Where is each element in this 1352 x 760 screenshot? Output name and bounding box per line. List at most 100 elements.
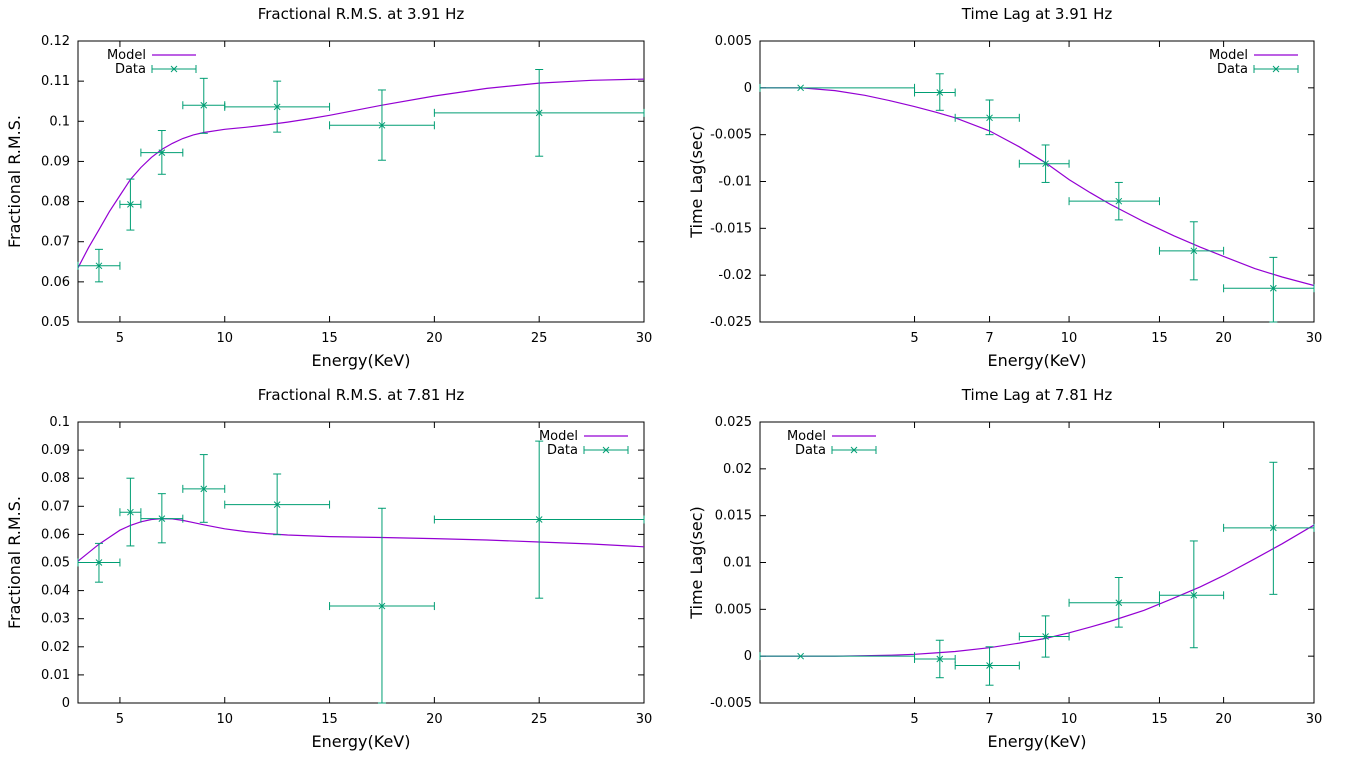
y-tick-label: 0.07 — [41, 235, 70, 250]
data-point — [759, 652, 916, 661]
y-tick-label: 0.11 — [41, 74, 70, 89]
data-point — [77, 248, 121, 283]
data-marker — [1042, 160, 1049, 168]
x-tick-label: 25 — [531, 712, 548, 727]
data-marker — [1042, 633, 1049, 640]
y-tick-label: 0.08 — [41, 195, 70, 210]
data-marker — [127, 201, 134, 208]
data-point — [1018, 144, 1070, 183]
data-marker — [200, 485, 208, 493]
data-marker — [797, 84, 805, 92]
y-tick-label: 0.06 — [41, 275, 70, 290]
data-marker — [535, 109, 543, 117]
data-point — [1068, 181, 1160, 221]
y-axis-label: Fractional R.M.S. — [5, 115, 24, 248]
data-marker — [1190, 247, 1198, 255]
legend-sample-data — [831, 446, 877, 454]
data-point — [954, 646, 1020, 686]
data-point — [433, 69, 645, 157]
data-point — [140, 130, 184, 175]
legend-label-data: Data — [547, 443, 578, 458]
x-tick-label: 30 — [1306, 331, 1323, 346]
chart-title: Fractional R.M.S. at 7.81 Hz — [258, 386, 465, 404]
y-tick-label: -0.01 — [718, 175, 752, 190]
y-tick-label: 0.07 — [41, 499, 70, 514]
model-curve — [78, 78, 644, 269]
y-tick-label: 0 — [744, 81, 752, 96]
chart-panel-2: 5 7 10 15 20 30 -0.025 -0.02 -0.015 -0.01 -0.005 0 0… — [687, 5, 1322, 370]
y-tick-label: 0.09 — [41, 443, 70, 458]
y-tick-label: 0.12 — [41, 34, 70, 49]
x-axis-label: Energy(KeV) — [312, 732, 411, 751]
x-tick-label: 20 — [426, 331, 443, 346]
y-tick-label: 0.08 — [41, 471, 70, 486]
data-marker — [797, 652, 805, 660]
legend-sample-data — [1253, 65, 1299, 73]
x-tick-label: 20 — [426, 712, 443, 727]
legend-label-model: Model — [787, 429, 826, 444]
x-tick-label: 20 — [1215, 331, 1232, 346]
data-point — [914, 639, 956, 679]
data-point — [224, 473, 331, 536]
data-marker — [1269, 284, 1277, 292]
x-tick-label: 25 — [531, 331, 548, 346]
data-marker — [127, 508, 134, 516]
legend-sample-data — [151, 65, 197, 73]
y-tick-label: 0.01 — [723, 556, 752, 571]
data-point — [140, 493, 184, 544]
legend-label-model: Model — [539, 429, 578, 444]
data-point — [1223, 461, 1315, 595]
x-tick-label: 10 — [1061, 331, 1078, 346]
x-tick-label: 5 — [910, 331, 918, 346]
data-point — [954, 99, 1020, 136]
x-tick-label: 5 — [116, 712, 124, 727]
x-tick-label: 7 — [985, 331, 993, 346]
model-curve — [78, 518, 644, 562]
data-marker — [200, 101, 208, 109]
y-axis-label: Fractional R.M.S. — [5, 496, 24, 629]
data-marker — [1269, 524, 1277, 532]
y-tick-label: 0.04 — [41, 584, 70, 599]
data-point — [433, 440, 645, 599]
legend-label-model: Model — [107, 48, 146, 63]
y-tick-label: 0.1 — [49, 114, 70, 129]
data-point — [119, 178, 142, 231]
data-point — [182, 454, 226, 523]
y-axis-label: Time Lag(sec) — [687, 125, 706, 239]
chart-panel-4: 5 7 10 15 20 30 -0.005 0 0.005 0.01 0.015 0.02 0.025… — [687, 386, 1322, 751]
plot-frame — [759, 421, 1315, 704]
data-marker — [378, 602, 386, 610]
y-tick-label: -0.025 — [710, 315, 752, 330]
chart-title: Time Lag at 3.91 Hz — [961, 5, 1113, 23]
y-tick-label: -0.005 — [710, 128, 752, 143]
x-tick-label: 15 — [321, 712, 338, 727]
y-tick-label: 0.1 — [49, 415, 70, 430]
legend-label-model: Model — [1209, 48, 1248, 63]
model-curve — [760, 87, 1314, 287]
y-tick-label: 0.09 — [41, 154, 70, 169]
data-point — [329, 89, 435, 161]
x-tick-label: 15 — [321, 331, 338, 346]
data-marker — [95, 262, 103, 270]
x-tick-label: 30 — [636, 331, 653, 346]
data-marker — [273, 501, 281, 508]
x-tick-label: 15 — [1151, 712, 1168, 727]
data-point — [1223, 256, 1315, 323]
x-tick-label: 5 — [116, 331, 124, 346]
data-marker — [986, 114, 993, 122]
plot-frame — [759, 40, 1315, 323]
legend-sample-data — [583, 446, 629, 454]
data-point — [224, 80, 331, 133]
data-marker — [1190, 591, 1198, 599]
data-marker — [936, 89, 944, 96]
y-tick-label: 0.025 — [715, 415, 752, 430]
data-point — [119, 477, 142, 547]
chart-panel-1: 5 10 15 20 25 30 0.05 0.06 0.07 0.08 0.09 0.1 0.11 0.… — [5, 5, 652, 370]
data-point — [1068, 576, 1160, 628]
y-axis-label: Time Lag(sec) — [687, 506, 706, 620]
data-point — [1158, 540, 1225, 649]
